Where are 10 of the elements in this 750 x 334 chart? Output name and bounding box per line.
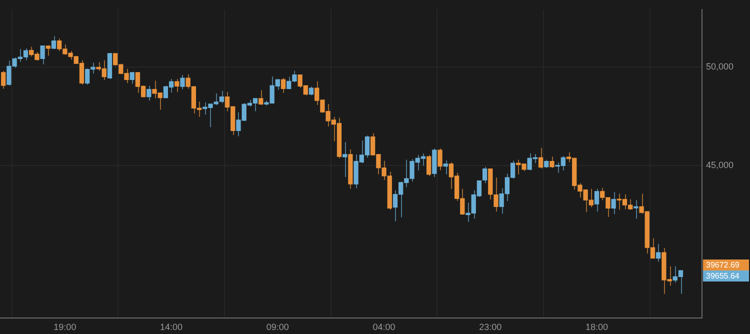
- x-tick-label: 23:00: [479, 322, 502, 332]
- x-tick-label: 09:00: [266, 322, 289, 332]
- x-tick-label: 18:00: [585, 322, 608, 332]
- x-tick-label: 04:00: [372, 322, 396, 332]
- x-tick-label: 14:00: [160, 322, 183, 332]
- x-tick-label: 19:00: [54, 322, 76, 332]
- text: 39655.64: [706, 272, 740, 281]
- y-tick-label: 50,000: [706, 61, 734, 72]
- text: 39672.69: [706, 260, 740, 270]
- y-tick-label: 45,000: [706, 160, 734, 170]
